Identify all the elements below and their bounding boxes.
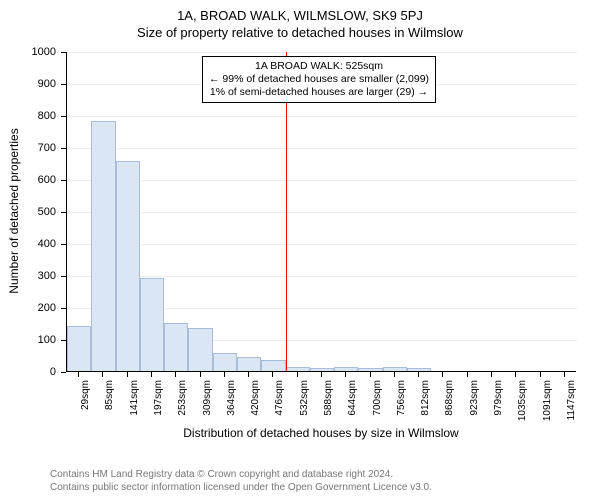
histogram-bar <box>383 367 407 371</box>
y-tick-mark <box>61 52 66 53</box>
histogram-bar <box>116 161 140 371</box>
x-tick-label: 812sqm <box>420 380 431 430</box>
y-tick-label: 200 <box>0 302 56 314</box>
x-tick-label: 868sqm <box>444 380 455 430</box>
annotation-box: 1A BROAD WALK: 525sqm← 99% of detached h… <box>202 56 436 103</box>
x-tick-mark <box>515 372 516 377</box>
x-tick-mark <box>491 372 492 377</box>
x-tick-mark <box>200 372 201 377</box>
x-tick-mark <box>564 372 565 377</box>
y-tick-mark <box>61 308 66 309</box>
page-subtitle: Size of property relative to detached ho… <box>0 23 600 40</box>
y-tick-label: 600 <box>0 174 56 186</box>
histogram-bar <box>310 368 334 371</box>
attribution: Contains HM Land Registry data © Crown c… <box>50 468 432 494</box>
chart-container: Number of detached properties 1A BROAD W… <box>0 52 600 452</box>
y-gridline <box>67 116 577 117</box>
x-tick-mark <box>224 372 225 377</box>
x-tick-mark <box>321 372 322 377</box>
histogram-bar <box>91 121 115 371</box>
x-tick-mark <box>345 372 346 377</box>
x-tick-mark <box>127 372 128 377</box>
annotation-line: 1% of semi-detached houses are larger (2… <box>209 86 429 99</box>
x-tick-mark <box>78 372 79 377</box>
x-tick-label: 588sqm <box>323 380 334 430</box>
x-tick-mark <box>418 372 419 377</box>
histogram-bar <box>237 357 261 371</box>
y-tick-mark <box>61 276 66 277</box>
y-tick-label: 900 <box>0 78 56 90</box>
y-tick-label: 1000 <box>0 46 56 58</box>
y-gridline <box>67 212 577 213</box>
x-tick-label: 364sqm <box>226 380 237 430</box>
y-tick-label: 800 <box>0 110 56 122</box>
x-tick-mark <box>175 372 176 377</box>
y-tick-label: 100 <box>0 334 56 346</box>
y-tick-mark <box>61 212 66 213</box>
attribution-line-1: Contains HM Land Registry data © Crown c… <box>50 468 432 481</box>
y-tick-label: 500 <box>0 206 56 218</box>
y-gridline <box>67 276 577 277</box>
annotation-line: ← 99% of detached houses are smaller (2,… <box>209 73 429 86</box>
x-tick-label: 29sqm <box>80 380 91 430</box>
x-tick-mark <box>394 372 395 377</box>
histogram-bar <box>407 368 431 371</box>
annotation-line: 1A BROAD WALK: 525sqm <box>209 60 429 73</box>
y-tick-label: 700 <box>0 142 56 154</box>
y-gridline <box>67 244 577 245</box>
attribution-line-2: Contains public sector information licen… <box>50 481 432 494</box>
histogram-bar <box>358 368 382 371</box>
y-gridline <box>67 180 577 181</box>
y-tick-mark <box>61 372 66 373</box>
histogram-bar <box>67 326 91 371</box>
x-tick-mark <box>151 372 152 377</box>
x-tick-label: 532sqm <box>299 380 310 430</box>
y-tick-label: 0 <box>0 366 56 378</box>
histogram-bar <box>213 353 237 371</box>
x-tick-mark <box>467 372 468 377</box>
page-title: 1A, BROAD WALK, WILMSLOW, SK9 5PJ <box>0 0 600 23</box>
y-tick-mark <box>61 84 66 85</box>
x-tick-label: 923sqm <box>469 380 480 430</box>
x-tick-label: 644sqm <box>347 380 358 430</box>
y-tick-mark <box>61 148 66 149</box>
x-tick-label: 756sqm <box>396 380 407 430</box>
x-tick-label: 141sqm <box>129 380 140 430</box>
x-tick-label: 420sqm <box>250 380 261 430</box>
x-tick-mark <box>102 372 103 377</box>
x-tick-label: 309sqm <box>202 380 213 430</box>
x-tick-mark <box>297 372 298 377</box>
y-tick-mark <box>61 340 66 341</box>
x-tick-label: 979sqm <box>493 380 504 430</box>
y-tick-mark <box>61 116 66 117</box>
x-tick-mark <box>442 372 443 377</box>
x-tick-label: 197sqm <box>153 380 164 430</box>
histogram-bar <box>188 328 212 371</box>
x-tick-label: 85sqm <box>104 380 115 430</box>
y-tick-label: 400 <box>0 238 56 250</box>
y-gridline <box>67 148 577 149</box>
y-tick-mark <box>61 180 66 181</box>
x-tick-label: 1147sqm <box>566 380 577 430</box>
y-gridline <box>67 52 577 53</box>
x-tick-label: 476sqm <box>274 380 285 430</box>
x-tick-label: 253sqm <box>177 380 188 430</box>
x-tick-label: 1035sqm <box>517 380 528 430</box>
x-tick-mark <box>370 372 371 377</box>
histogram-bar <box>261 360 285 371</box>
histogram-bar <box>334 367 358 371</box>
x-tick-mark <box>272 372 273 377</box>
x-tick-label: 1091sqm <box>542 380 553 430</box>
x-tick-mark <box>540 372 541 377</box>
y-tick-mark <box>61 244 66 245</box>
histogram-bar <box>286 367 310 371</box>
plot-area: 1A BROAD WALK: 525sqm← 99% of detached h… <box>66 52 576 372</box>
histogram-bar <box>164 323 188 371</box>
y-tick-label: 300 <box>0 270 56 282</box>
x-tick-mark <box>248 372 249 377</box>
x-tick-label: 700sqm <box>372 380 383 430</box>
histogram-bar <box>140 278 164 371</box>
